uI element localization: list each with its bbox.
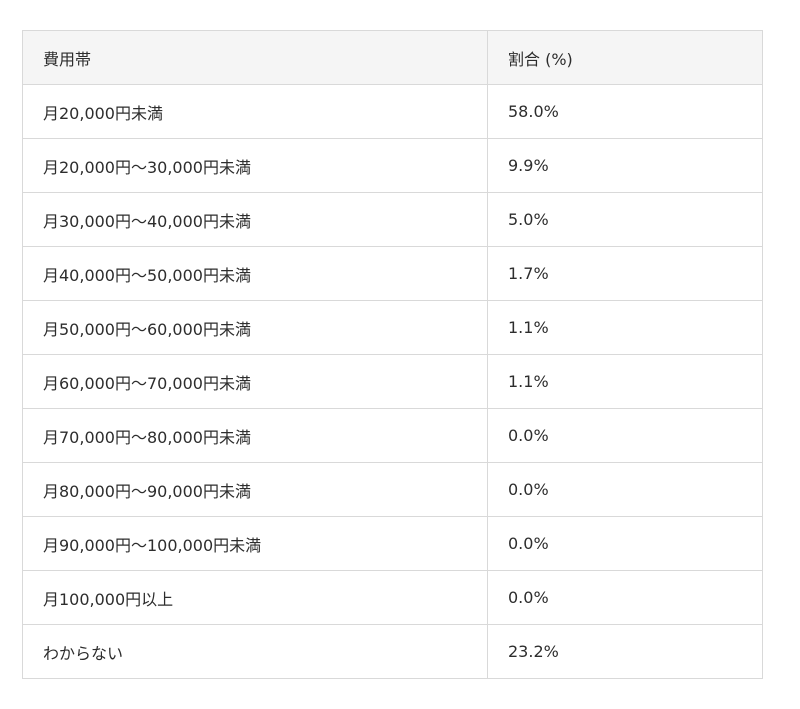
table-row: 月80,000円〜90,000円未満 0.0%: [22, 462, 763, 517]
cost-band-cell: 月30,000円〜40,000円未満: [22, 192, 488, 247]
cost-band-cell: 月80,000円〜90,000円未満: [22, 462, 488, 517]
cost-band-cell: 月70,000円〜80,000円未満: [22, 408, 488, 463]
table-row: 月90,000円〜100,000円未満 0.0%: [22, 516, 763, 571]
table-row: 月70,000円〜80,000円未満 0.0%: [22, 408, 763, 463]
table-body: 月20,000円未満 58.0% 月20,000円〜30,000円未満 9.9%…: [22, 84, 763, 679]
percentage-cell: 1.7%: [487, 246, 763, 301]
table-row: 月40,000円〜50,000円未満 1.7%: [22, 246, 763, 301]
percentage-cell: 1.1%: [487, 300, 763, 355]
percentage-cell: 23.2%: [487, 624, 763, 679]
table-row: 月50,000円〜60,000円未満 1.1%: [22, 300, 763, 355]
percentage-cell: 5.0%: [487, 192, 763, 247]
cost-band-cell: 月20,000円〜30,000円未満: [22, 138, 488, 193]
percentage-cell: 0.0%: [487, 408, 763, 463]
cost-band-cell: 月90,000円〜100,000円未満: [22, 516, 488, 571]
percentage-cell: 9.9%: [487, 138, 763, 193]
cost-band-cell: 月60,000円〜70,000円未満: [22, 354, 488, 409]
percentage-cell: 0.0%: [487, 570, 763, 625]
table-row: 月20,000円未満 58.0%: [22, 84, 763, 139]
percentage-cell: 1.1%: [487, 354, 763, 409]
column-header-percentage: 割合 (%): [487, 30, 763, 85]
cost-band-cell: 月20,000円未満: [22, 84, 488, 139]
percentage-cell: 0.0%: [487, 516, 763, 571]
header-row: 費用帯 割合 (%): [22, 30, 763, 85]
table-row: 月100,000円以上 0.0%: [22, 570, 763, 625]
cost-band-cell: 月50,000円〜60,000円未満: [22, 300, 488, 355]
monthly-cost-share-table: 費用帯 割合 (%) 月20,000円未満 58.0% 月20,000円〜30,…: [22, 30, 763, 679]
percentage-cell: 0.0%: [487, 462, 763, 517]
column-header-cost-band: 費用帯: [22, 30, 488, 85]
table-row: 月60,000円〜70,000円未満 1.1%: [22, 354, 763, 409]
table-row: 月30,000円〜40,000円未満 5.0%: [22, 192, 763, 247]
table-row: わからない 23.2%: [22, 624, 763, 679]
percentage-cell: 58.0%: [487, 84, 763, 139]
table-header: 費用帯 割合 (%): [22, 30, 763, 85]
cost-band-cell: 月40,000円〜50,000円未満: [22, 246, 488, 301]
cost-share-table-container: 費用帯 割合 (%) 月20,000円未満 58.0% 月20,000円〜30,…: [22, 30, 763, 679]
cost-band-cell: わからない: [22, 624, 488, 679]
cost-band-cell: 月100,000円以上: [22, 570, 488, 625]
table-row: 月20,000円〜30,000円未満 9.9%: [22, 138, 763, 193]
